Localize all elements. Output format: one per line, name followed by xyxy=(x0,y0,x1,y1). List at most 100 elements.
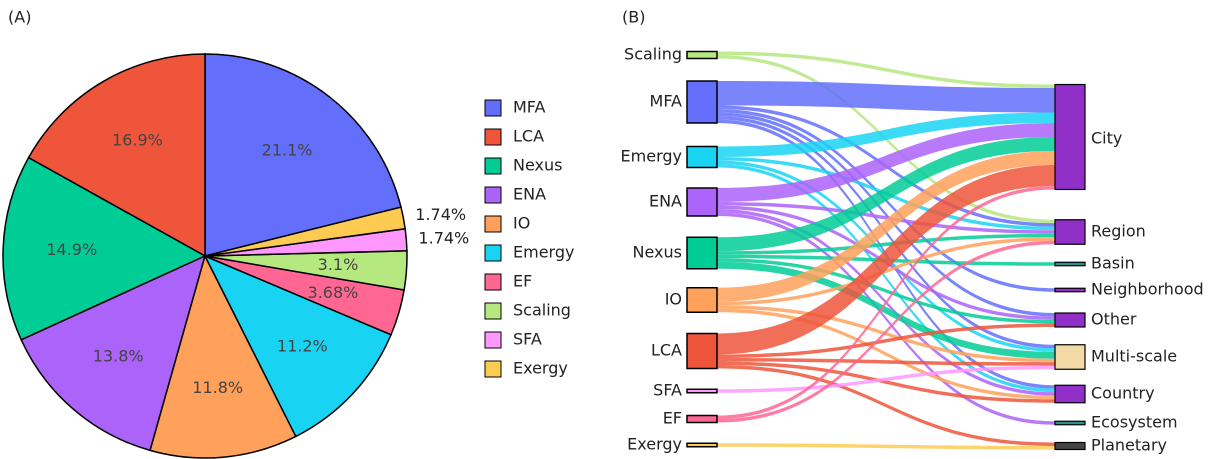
source-node xyxy=(686,388,718,394)
sankey-link xyxy=(717,443,1055,450)
slice-label: 1.74% xyxy=(418,228,469,247)
target-node xyxy=(1054,344,1086,370)
source-label: Nexus xyxy=(633,243,682,262)
target-label: Region xyxy=(1091,222,1146,241)
sankey-link xyxy=(717,164,1055,393)
legend-label: ENA xyxy=(513,185,546,204)
source-label: ENA xyxy=(649,192,682,211)
sankey-link xyxy=(717,123,1055,202)
legend-swatch xyxy=(484,128,502,146)
source-label: MFA xyxy=(650,92,683,111)
legend-swatch xyxy=(484,360,502,378)
source-label: SFA xyxy=(653,381,682,400)
slice-label: 11.2% xyxy=(277,337,328,356)
target-node xyxy=(1054,219,1086,245)
legend-label: Emergy xyxy=(513,243,574,262)
slice-label: 14.9% xyxy=(46,240,97,259)
pie-slice xyxy=(203,254,393,438)
legend-label: EF xyxy=(513,272,532,291)
source-node xyxy=(686,236,718,270)
sankey-link xyxy=(717,261,1055,359)
source-node xyxy=(686,80,718,124)
pie-slice xyxy=(2,156,207,341)
target-label: Other xyxy=(1091,310,1137,329)
sankey-link xyxy=(717,323,1055,358)
source-node xyxy=(686,145,718,169)
target-node xyxy=(1054,441,1086,451)
slice-label: 3.1% xyxy=(318,255,359,274)
legend-label: Exergy xyxy=(513,359,568,378)
sankey-link xyxy=(717,137,1055,252)
source-label: Emergy xyxy=(621,147,682,166)
legend-swatch xyxy=(484,99,502,117)
sankey-link xyxy=(717,51,1055,88)
sankey-link xyxy=(717,112,1055,157)
pie-slice xyxy=(149,253,297,459)
legend-swatch xyxy=(484,331,502,349)
slice-label: 16.9% xyxy=(112,131,163,150)
source-label: Exergy xyxy=(627,435,682,454)
source-node xyxy=(686,187,718,217)
source-label: EF xyxy=(663,409,682,428)
source-label: Scaling xyxy=(624,45,682,64)
sankey-link xyxy=(717,186,1055,419)
legend-swatch xyxy=(484,215,502,233)
sankey-link xyxy=(717,365,1055,446)
slice-label: 13.8% xyxy=(93,347,144,366)
panel-label: (B) xyxy=(622,8,645,27)
sankey-link xyxy=(717,305,1055,363)
legend-label: MFA xyxy=(513,98,546,117)
sankey-link xyxy=(717,202,1055,234)
target-label: Ecosystem xyxy=(1091,413,1178,432)
target-node xyxy=(1054,261,1086,267)
legend-label: SFA xyxy=(513,330,542,349)
target-label: Planetary xyxy=(1091,436,1167,455)
target-node xyxy=(1054,312,1086,328)
pie-slice xyxy=(27,53,206,258)
legend-swatch xyxy=(484,157,502,175)
panel-label: (A) xyxy=(8,8,31,27)
sankey-link xyxy=(717,361,1055,403)
source-node xyxy=(686,50,718,60)
sankey-link xyxy=(717,233,1055,255)
target-node xyxy=(1054,420,1086,426)
sankey-link xyxy=(717,358,1055,366)
source-label: IO xyxy=(665,290,682,309)
target-label: Country xyxy=(1091,384,1155,403)
source-node xyxy=(686,442,718,448)
legend-swatch xyxy=(484,186,502,204)
slice-label: 11.8% xyxy=(192,378,243,397)
source-node xyxy=(686,287,718,313)
legend-label: Nexus xyxy=(513,156,562,175)
sankey-link xyxy=(717,365,1055,393)
sankey-link xyxy=(717,240,1055,423)
sankey-link xyxy=(717,81,1055,113)
source-node xyxy=(686,332,718,370)
legend-label: IO xyxy=(513,214,530,233)
target-label: Neighborhood xyxy=(1091,280,1204,299)
slice-label: 21.1% xyxy=(262,140,313,159)
legend-swatch xyxy=(484,273,502,291)
pie-slice xyxy=(204,53,402,257)
target-node xyxy=(1054,83,1086,191)
sankey-link xyxy=(717,237,1055,306)
sankey-link xyxy=(717,308,1055,400)
sankey-link xyxy=(717,112,1055,317)
source-label: LCA xyxy=(651,341,682,360)
pie-slice xyxy=(20,254,207,452)
legend-label: Scaling xyxy=(513,301,571,320)
target-label: City xyxy=(1091,129,1122,148)
slice-label: 3.68% xyxy=(308,283,359,302)
sankey-link xyxy=(717,165,1055,355)
sankey-link xyxy=(717,212,1055,425)
target-label: Basin xyxy=(1091,254,1135,273)
source-node xyxy=(686,414,718,424)
legend-label: LCA xyxy=(513,127,544,146)
target-node xyxy=(1054,287,1086,293)
sankey-link xyxy=(717,258,1055,324)
slice-label: 1.74% xyxy=(415,205,466,224)
target-node xyxy=(1054,384,1086,404)
target-label: Multi-scale xyxy=(1091,347,1177,366)
sankey-link xyxy=(717,151,1055,302)
